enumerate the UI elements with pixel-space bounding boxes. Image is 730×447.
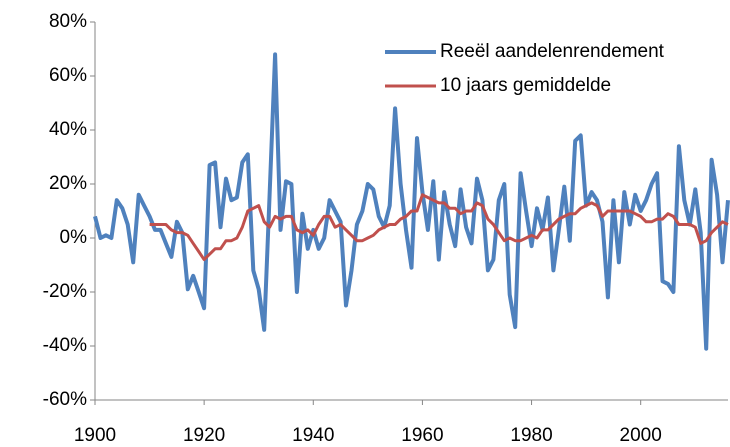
x-tick-label: 1960 (401, 425, 443, 446)
series-line (93, 52, 730, 351)
x-tick-label: 1920 (183, 425, 225, 446)
y-tick-label: 60% (49, 65, 87, 86)
x-tick-label: 1900 (74, 425, 116, 446)
x-tick-label: 2000 (620, 425, 662, 446)
y-tick-label: -20% (43, 281, 87, 302)
y-tick-label: 40% (49, 119, 87, 140)
legend-label: 10 jaars gemiddelde (440, 75, 611, 96)
y-tick-label: 80% (49, 11, 87, 32)
x-tick-label: 1940 (292, 425, 334, 446)
y-tick-label: -60% (43, 389, 87, 410)
y-tick-label: 20% (49, 173, 87, 194)
x-tick-label: 1980 (510, 425, 552, 446)
legend-label: Reeël aandelenrendement (440, 41, 665, 62)
series-line (149, 193, 729, 262)
y-tick-label: 0% (60, 227, 88, 248)
y-tick-label: -40% (43, 335, 87, 356)
